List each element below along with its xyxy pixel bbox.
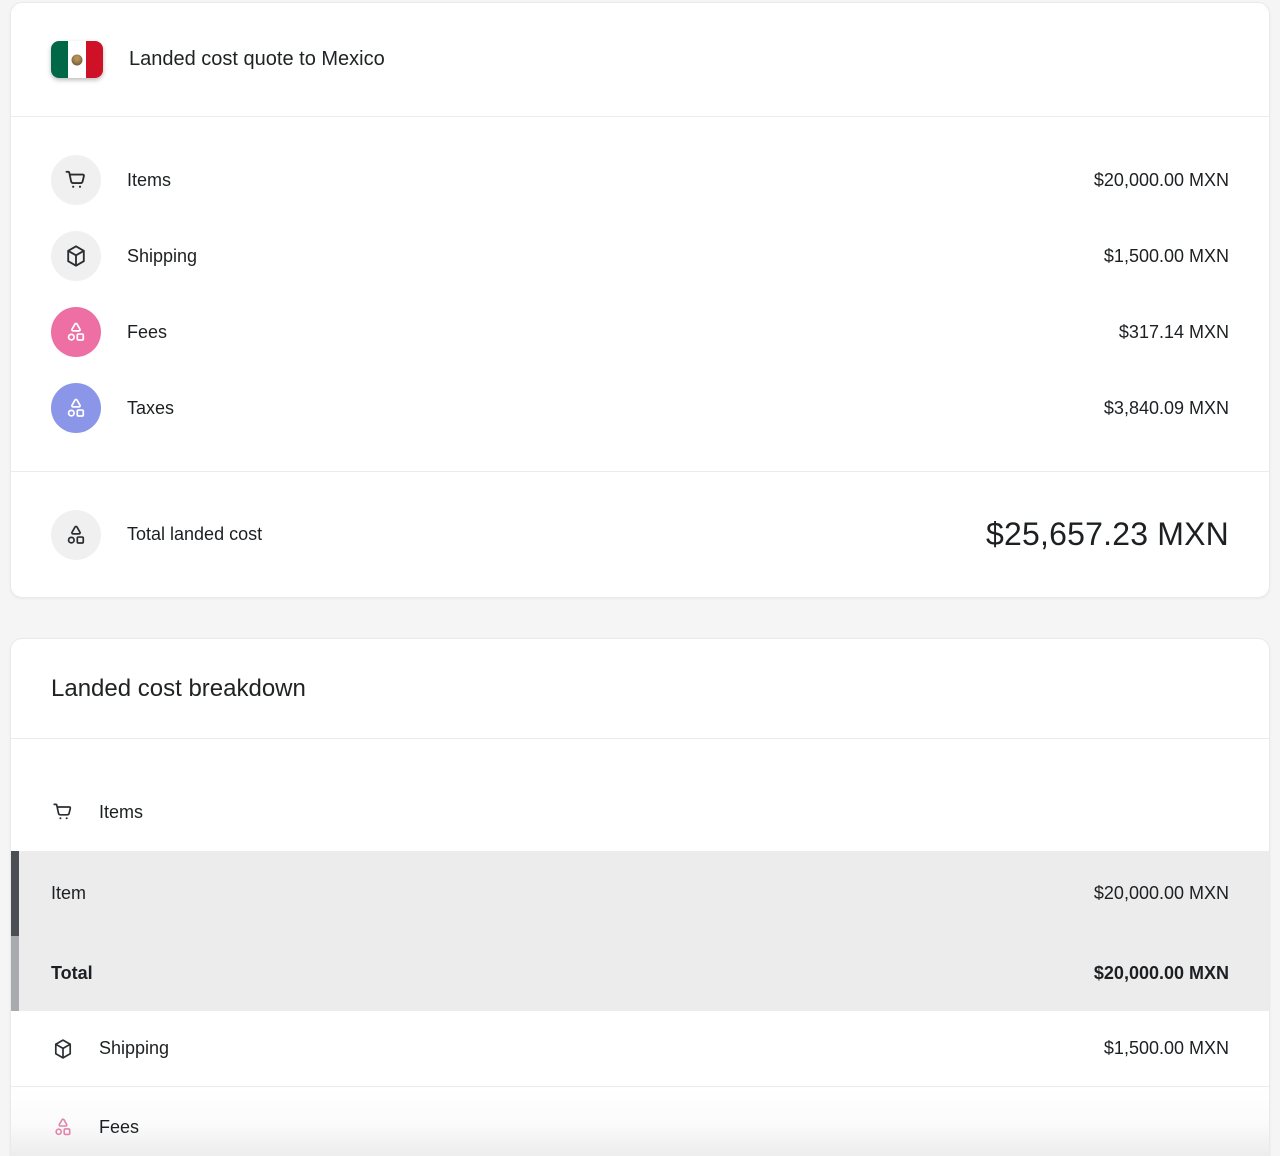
quote-card-header: Landed cost quote to Mexico (11, 3, 1269, 117)
total-landed-cost-row: Total landed cost $25,657.23 MXN (11, 471, 1269, 597)
flag-coat-of-arms (71, 54, 83, 65)
shipping-label: Shipping (127, 245, 198, 266)
breakdown-shipping-amount: $1,500.00 MXN (1103, 1038, 1229, 1058)
taxes-amount: $3,840.09 MXN (1103, 397, 1229, 418)
shapes-icon (51, 1115, 75, 1139)
items-label: Items (127, 169, 172, 190)
fees-amount: $317.14 MXN (1118, 321, 1229, 342)
breakdown-section-items[interactable]: Items (11, 773, 1269, 851)
breakdown-fees-heading: Fees (99, 1116, 140, 1137)
breakdown-card-title: Landed cost breakdown (51, 674, 306, 702)
breakdown-section-shipping[interactable]: Shipping $1,500.00 MXN (11, 1011, 1269, 1087)
taxes-label: Taxes (127, 397, 175, 418)
fees-label: Fees (127, 321, 168, 342)
shipping-amount: $1,500.00 MXN (1103, 245, 1229, 266)
cart-icon (51, 800, 75, 824)
items-total-amount: $20,000.00 MXN (1093, 963, 1229, 983)
breakdown-items-heading: Items (99, 801, 144, 822)
quote-row-items: Items $20,000.00 MXN (11, 142, 1269, 218)
breakdown-section-fees[interactable]: Fees (11, 1087, 1269, 1156)
items-detail-block: Item $20,000.00 MXN Total $20,000.00 MXN (11, 851, 1269, 1011)
shapes-icon (51, 509, 101, 560)
cart-icon (51, 155, 101, 205)
flag-red-stripe (85, 41, 103, 78)
shapes-icon (51, 307, 101, 357)
landed-cost-breakdown-card: Landed cost breakdown Items Item $20,000… (10, 638, 1270, 1156)
breakdown-shipping-label: Shipping (99, 1038, 170, 1058)
package-icon (51, 1037, 75, 1061)
landed-cost-quote-card: Landed cost quote to Mexico Items $20,00… (10, 2, 1270, 598)
quote-row-taxes: Taxes $3,840.09 MXN (11, 370, 1269, 446)
quote-rows: Items $20,000.00 MXN Shipping $1,500.00 … (11, 117, 1269, 471)
quote-row-shipping: Shipping $1,500.00 MXN (11, 218, 1269, 294)
quote-row-fees: Fees $317.14 MXN (11, 294, 1269, 370)
item-row: Item $20,000.00 MXN (11, 851, 1269, 936)
items-amount: $20,000.00 MXN (1093, 169, 1229, 190)
breakdown-card-header: Landed cost breakdown (11, 639, 1269, 739)
items-total-label: Total (51, 963, 93, 983)
items-total-row: Total $20,000.00 MXN (11, 936, 1269, 1011)
total-landed-cost-label: Total landed cost (127, 524, 263, 544)
flag-white-stripe (68, 41, 86, 78)
quote-card-title: Landed cost quote to Mexico (129, 48, 385, 70)
shapes-icon (51, 383, 101, 433)
package-icon (51, 231, 101, 281)
mexico-flag-icon (51, 41, 103, 78)
item-amount: $20,000.00 MXN (1093, 883, 1229, 903)
flag-green-stripe (51, 41, 69, 78)
item-label: Item (51, 883, 87, 903)
total-landed-cost-amount: $25,657.23 MXN (986, 516, 1229, 552)
